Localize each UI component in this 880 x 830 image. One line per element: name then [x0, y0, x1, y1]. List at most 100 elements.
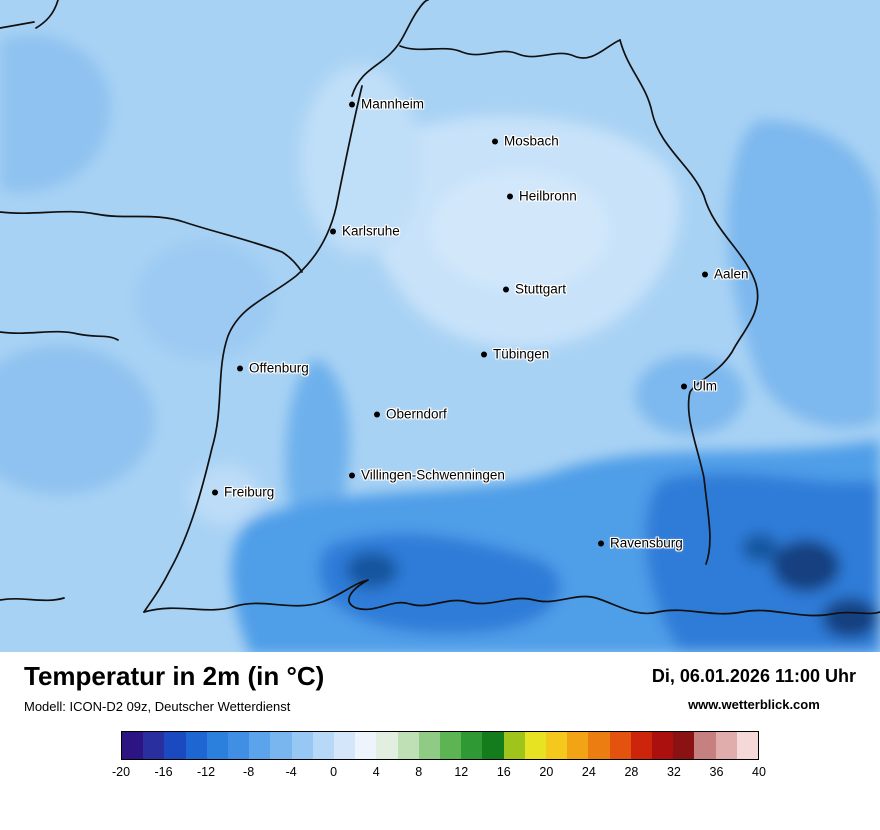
legend-segment — [418, 731, 441, 759]
legend-segment — [355, 731, 377, 759]
legend-segment — [143, 731, 165, 759]
city-label: Heilbronn — [519, 188, 577, 204]
legend-tick-label: 28 — [624, 764, 639, 779]
legend-segment — [567, 731, 589, 759]
city-dot — [330, 228, 336, 234]
legend-bar — [121, 730, 759, 760]
legend-tick-label: 16 — [496, 764, 511, 779]
temperature-legend: -20 -16 -12 -8 -4 0 4 8 12 16 20 24 28 32 36 40 — [112, 730, 766, 783]
legend-segment — [270, 731, 292, 759]
temperature-field — [0, 34, 880, 652]
legend-segment — [461, 731, 483, 759]
city-label: Oberndorf — [386, 406, 447, 422]
city-dot — [492, 138, 498, 144]
city-dot — [237, 365, 243, 371]
legend-segment — [546, 731, 568, 759]
city-marker: Tübingen — [481, 347, 549, 362]
legend-segment — [334, 731, 356, 759]
city-dot — [681, 383, 687, 389]
city-marker: Mannheim — [349, 97, 424, 112]
legend-tick-label: -8 — [243, 764, 255, 779]
legend-segment — [694, 731, 716, 759]
legend-tick-label: -16 — [154, 764, 173, 779]
city-dot — [212, 489, 218, 495]
city-dot — [503, 286, 509, 292]
city-label: Aalen — [714, 266, 749, 282]
legend-segment — [503, 731, 525, 759]
city-label: Mosbach — [504, 133, 559, 149]
legend-segment — [185, 731, 207, 759]
city-label: Karlsruhe — [342, 223, 400, 239]
city-layer: Mannheim Mosbach Heilbronn Karlsruhe Stuttga… — [212, 97, 749, 551]
model-info: Modell: ICON-D2 09z, Deutscher Wetterdie… — [24, 698, 291, 714]
city-marker: Aalen — [702, 267, 749, 282]
city-marker: Oberndorf — [374, 407, 447, 422]
legend-segment — [524, 731, 547, 759]
legend-segment — [715, 731, 737, 759]
city-dot — [374, 411, 380, 417]
legend-tick-label: 36 — [709, 764, 724, 779]
city-marker: Ravensburg — [598, 536, 683, 551]
legend-segment — [206, 731, 229, 759]
city-marker: Heilbronn — [507, 189, 577, 204]
city-label: Tübingen — [493, 346, 550, 362]
footer-left: Temperatur in 2m (in °C) Modell: ICON-D2… — [24, 661, 325, 714]
border-lines — [0, 0, 880, 617]
city-dot — [349, 472, 355, 478]
forecast-datetime: Di, 06.01.2026 11:00 Uhr — [651, 666, 856, 686]
city-marker: Ulm — [681, 379, 717, 394]
city-dot — [702, 271, 708, 277]
city-dot — [507, 193, 513, 199]
legend-segment — [122, 731, 144, 759]
city-label: Freiburg — [224, 484, 275, 500]
legend-segment — [164, 731, 186, 759]
city-label: Ulm — [693, 378, 717, 394]
city-marker: Stuttgart — [503, 282, 566, 297]
city-label: Mannheim — [361, 96, 425, 112]
legend-tick-label: 0 — [330, 764, 338, 779]
legend-segment — [291, 731, 313, 759]
legend-segment — [440, 731, 462, 759]
legend-segment — [397, 731, 419, 759]
footer: Temperatur in 2m (in °C) Modell: ICON-D2… — [0, 652, 880, 830]
city-dot — [349, 101, 355, 107]
legend-segment — [652, 731, 674, 759]
legend-segment — [736, 731, 759, 759]
legend-segment — [249, 731, 271, 759]
page-title: Temperatur in 2m (in °C) — [24, 661, 325, 691]
city-marker: Mosbach — [492, 134, 559, 149]
city-label: Ravensburg — [610, 535, 683, 551]
legend-segment — [673, 731, 695, 759]
legend-tick-label: 24 — [581, 764, 596, 779]
map-svg — [0, 0, 880, 652]
legend-segment — [228, 731, 250, 759]
legend-segment — [482, 731, 504, 759]
legend-tick-label: -12 — [197, 764, 216, 779]
city-label: Offenburg — [249, 360, 309, 376]
legend-tick-label: -20 — [111, 764, 131, 779]
legend-segment — [588, 731, 610, 759]
legend-segment — [630, 731, 653, 759]
website-url: www.wetterblick.com — [688, 697, 820, 712]
legend-tick-label: 12 — [454, 764, 469, 779]
legend-segment — [609, 731, 631, 759]
legend-tick-label: -4 — [285, 764, 297, 779]
footer-right: Di, 06.01.2026 11:00 Uhr www.wetterblick… — [652, 662, 856, 712]
weather-map: Mannheim Mosbach Heilbronn Karlsruhe Stuttga… — [0, 0, 880, 652]
city-marker: Villingen-Schwenningen — [349, 468, 505, 483]
legend-tick-label: 32 — [666, 764, 681, 779]
legend-segment — [312, 731, 335, 759]
city-dot — [481, 351, 487, 357]
city-dot — [598, 540, 604, 546]
legend-tick-label: 4 — [372, 764, 380, 779]
legend-tick-label: 20 — [539, 764, 554, 779]
city-marker: Offenburg — [237, 361, 309, 376]
legend-tick-label: 8 — [415, 764, 423, 779]
city-marker: Freiburg — [212, 485, 274, 500]
city-label: Villingen-Schwenningen — [361, 467, 505, 483]
city-label: Stuttgart — [515, 281, 567, 297]
legend-segment — [376, 731, 398, 759]
legend-ticks: -20 -16 -12 -8 -4 0 4 8 12 16 20 24 28 32 36 40 — [112, 764, 766, 783]
city-marker: Karlsruhe — [330, 224, 400, 239]
legend-tick-label: 40 — [752, 764, 766, 779]
